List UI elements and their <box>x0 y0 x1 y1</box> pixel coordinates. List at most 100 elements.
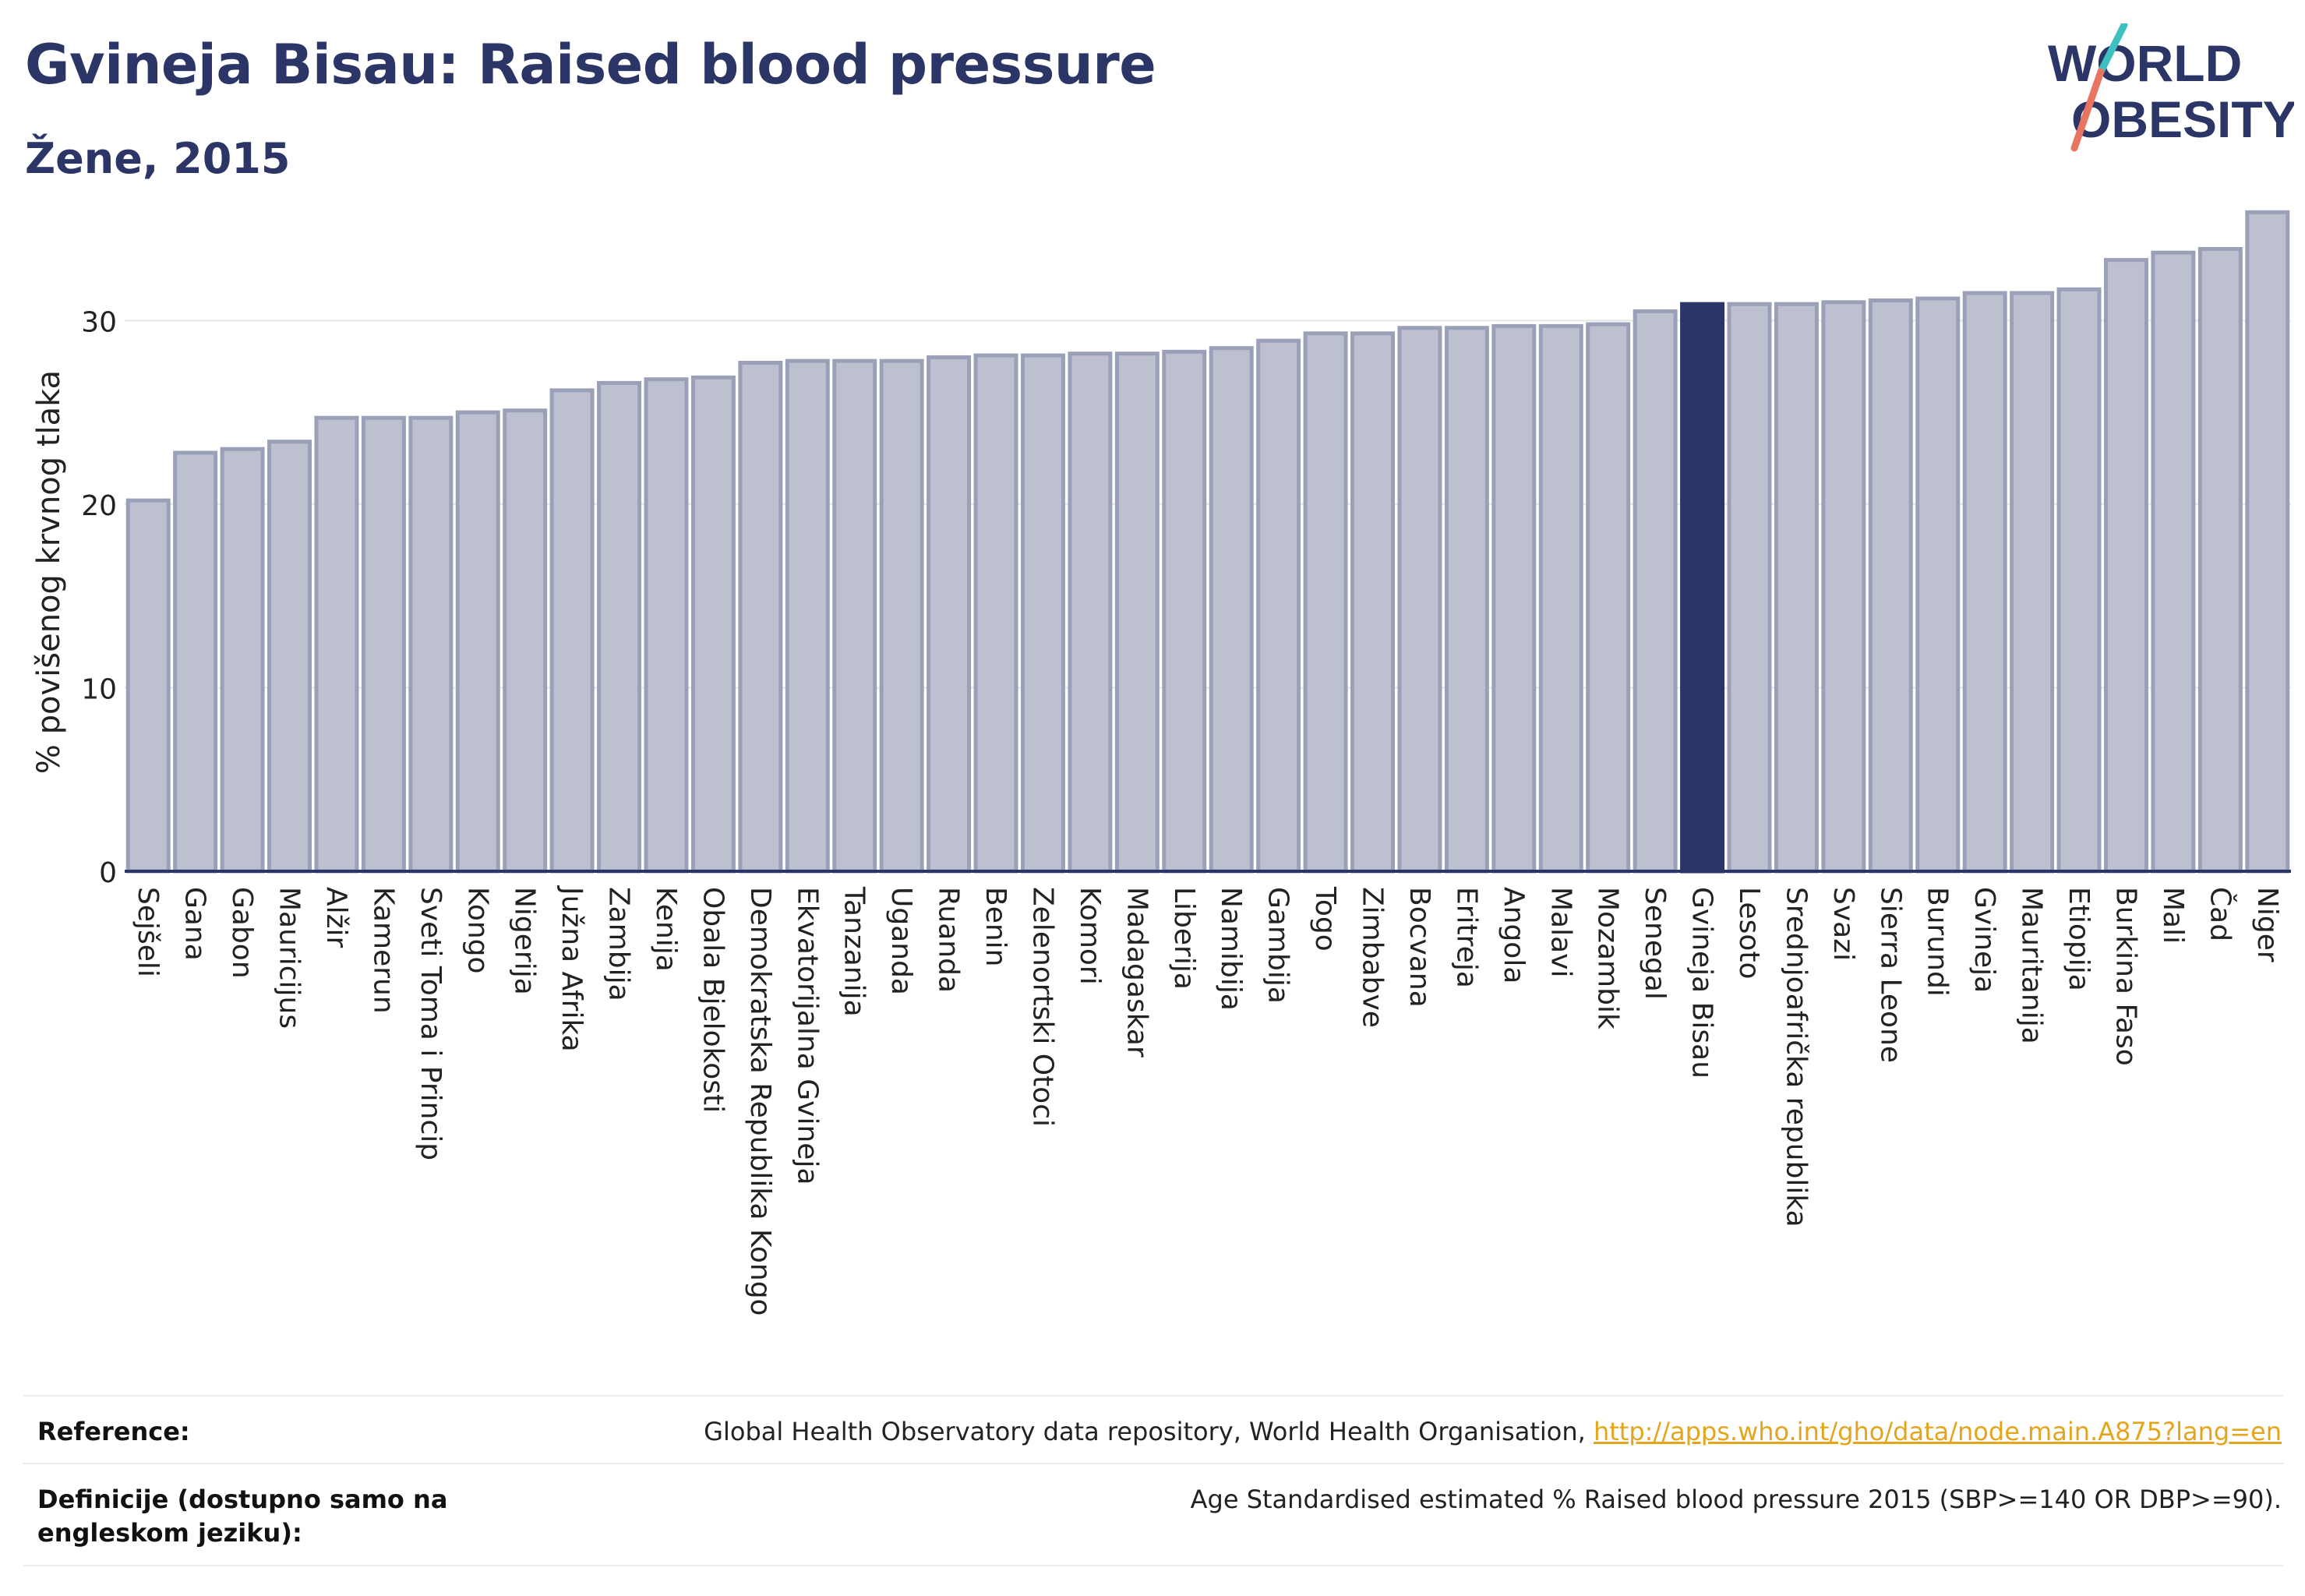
bar-gvineja-bisau <box>1680 302 1725 874</box>
bar-eritreja <box>1444 326 1489 874</box>
x-tick-label: Kongo <box>461 887 493 974</box>
bar-mozambik <box>1586 322 1631 874</box>
x-tick-label: Bocvana <box>1403 887 1435 1008</box>
logo-teal-slash <box>2097 23 2128 76</box>
x-tick-label: Uganda <box>885 887 917 995</box>
reference-row: Reference: Global Health Observatory dat… <box>23 1395 2283 1463</box>
definition-label: Definicije (dostupno samo na engleskom j… <box>37 1485 448 1548</box>
bar-angola <box>1491 323 1537 874</box>
definition-value: Age Standardised estimated % Raised bloo… <box>1190 1485 2282 1515</box>
x-tick-label: Zambija <box>603 887 635 1001</box>
reference-link[interactable]: http://apps.who.int/gho/data/node.main.A… <box>1593 1417 2282 1446</box>
bar-nigerija <box>503 408 548 874</box>
x-tick-label: Ekvatorijalna Gvineja <box>791 887 823 1185</box>
chart-subtitle: Žene, 2015 <box>25 134 291 183</box>
y-tick-label: 10 <box>81 673 117 705</box>
chart-title: Gvineja Bisau: Raised blood pressure <box>25 33 1156 97</box>
x-tick-label: Mauritanija <box>2016 887 2048 1044</box>
bar-madagaskar <box>1114 351 1160 874</box>
x-tick-label: Svazi <box>1827 887 1859 961</box>
reference-label: Reference: <box>37 1417 190 1446</box>
bar-al-ir <box>314 415 359 874</box>
x-tick-label: Gambija <box>1262 887 1294 1004</box>
world-obesity-logo: WORLD OBESITY <box>2048 23 2294 152</box>
bar-kenija <box>644 377 689 874</box>
bar-ju-na-afrika <box>549 388 595 874</box>
bar-zimbabve <box>1350 331 1396 874</box>
bar-bocvana <box>1397 326 1442 874</box>
bar-togo <box>1303 331 1348 874</box>
bar-gambija <box>1256 338 1301 874</box>
y-tick-label: 30 <box>81 306 117 338</box>
bar--ad <box>2197 246 2243 874</box>
logo-coral-slash <box>2070 68 2105 152</box>
bar-niger <box>2245 210 2290 874</box>
x-tick-label: Eritreja <box>1450 887 1482 988</box>
bar-mauritanija <box>2010 291 2055 874</box>
bar-chart: 0 10 20 30 % povišenog krvnog tlaka Sejšeli Ga… <box>31 210 2291 1316</box>
x-tick-label: Togo <box>1309 886 1341 952</box>
x-tick-label: Mali <box>2157 887 2189 944</box>
x-tick-label: Namibija <box>1215 887 1247 1011</box>
reference-table: Reference: Global Health Observatory dat… <box>23 1395 2283 1566</box>
x-tick-label: Etiopija <box>2063 887 2095 991</box>
x-tick-label: Zelenortski Otoci <box>1026 887 1058 1127</box>
bar-ekvatorijalna-gvineja <box>785 358 830 874</box>
x-tick-label: Sierra Leone <box>1874 887 1906 1063</box>
x-tick-label: Čad <box>2204 887 2236 941</box>
x-tick-label: Gabon <box>226 887 258 979</box>
x-tick-label: Niger <box>2251 887 2283 962</box>
bar-senegal <box>1633 309 1678 874</box>
x-tick-label: Sejšeli <box>132 887 164 977</box>
bar-malavi <box>1538 323 1583 874</box>
definition-row: Definicije (dostupno samo na engleskom j… <box>23 1463 2283 1566</box>
x-tick-label: Gvineja Bisau <box>1686 887 1718 1079</box>
reference-value: Global Health Observatory data repositor… <box>704 1415 2282 1449</box>
bar-obala-bjelokosti <box>690 375 736 874</box>
x-tick-label: Burundi <box>1922 887 1954 997</box>
bar-gana <box>173 450 218 874</box>
x-tick-label: Angola <box>1498 887 1530 983</box>
bar-zambija <box>597 380 642 874</box>
y-tick-label: 0 <box>99 857 117 889</box>
bar-svazi <box>1821 300 1866 874</box>
x-tick-label: Tanzanija <box>838 886 870 1017</box>
y-tick-label: 20 <box>81 490 117 522</box>
x-tick-label: Kamerun <box>367 887 399 1014</box>
x-tick-label: Senegal <box>1639 887 1671 1000</box>
bar-burundi <box>1915 296 1961 874</box>
bar-mauricijus <box>267 440 312 874</box>
x-tick-label: Komori <box>1074 887 1106 985</box>
bar-benin <box>973 353 1018 874</box>
x-tick-label: Gvineja <box>1968 887 2000 993</box>
y-axis-label: % povišenog krvnog tlaka <box>31 370 67 774</box>
bar-sveti-toma-i-princip <box>408 415 454 874</box>
bar-srednjoafri-ka-republika <box>1774 302 1819 874</box>
bar-liberija <box>1162 349 1207 874</box>
x-tick-label: Madagaskar <box>1121 887 1152 1058</box>
x-tick-label: Benin <box>980 887 1011 966</box>
bar-gabon <box>220 447 265 874</box>
x-tick-label: Nigerija <box>509 887 541 995</box>
bar-etiopija <box>2056 287 2102 874</box>
x-tick-label: Demokratska Republika Kongo <box>744 887 776 1316</box>
x-tick-label: Kenija <box>650 887 682 972</box>
bar-zelenortski-otoci <box>1020 353 1065 874</box>
bar-ruanda <box>927 355 972 874</box>
bar-namibija <box>1209 346 1254 874</box>
x-tick-label: Sveti Toma i Princip <box>415 887 447 1160</box>
x-tick-label: Alžir <box>320 887 352 948</box>
x-tick-label: Liberija <box>1168 887 1200 990</box>
logo-line-world: WORLD <box>2048 34 2242 92</box>
logo-line-obesity: OBESITY <box>2071 90 2294 148</box>
bar-demokratska-republika-kongo <box>738 361 783 874</box>
x-tick-label: Gana <box>179 887 211 961</box>
x-tick-label: Mauricijus <box>274 887 305 1029</box>
bar-lesoto <box>1727 302 1772 874</box>
x-tick-label: Mozambik <box>1592 887 1624 1029</box>
x-tick-label: Južna Afrika <box>556 885 588 1052</box>
bar-kongo <box>455 410 500 874</box>
bar-uganda <box>879 358 924 874</box>
x-tick-label: Zimbabve <box>1357 887 1389 1028</box>
bar-burkina-faso <box>2103 258 2148 874</box>
